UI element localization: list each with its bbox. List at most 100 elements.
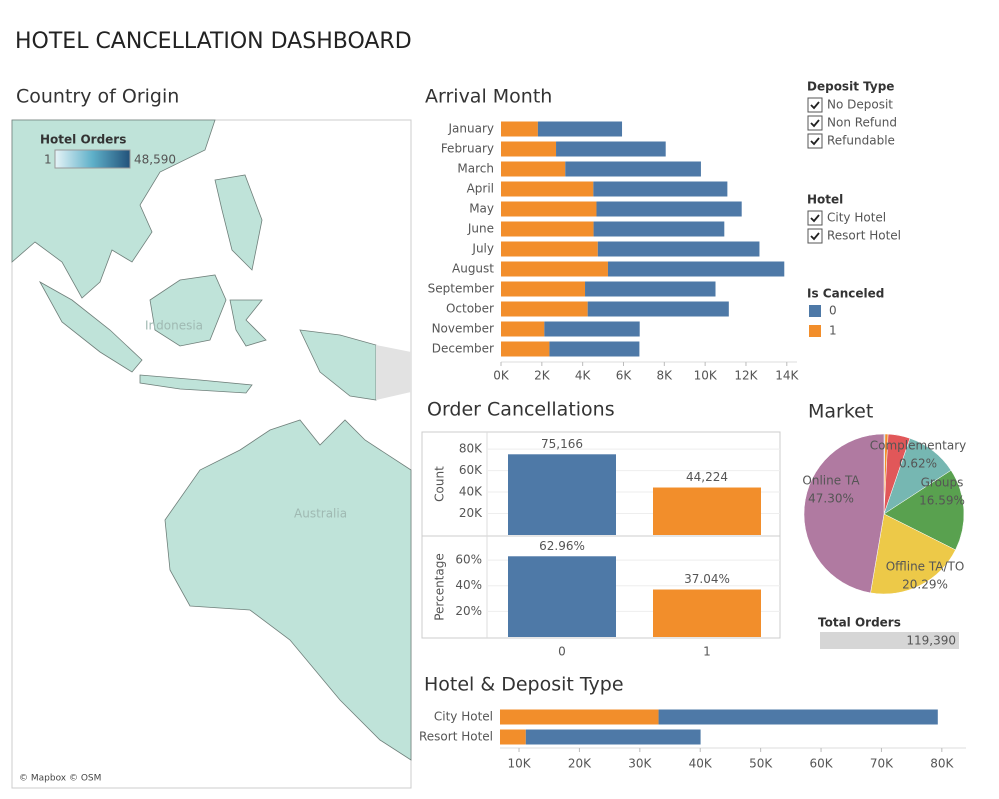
x-tick-label: 60K	[809, 757, 833, 771]
bars	[500, 709, 938, 745]
pie-value-label: 47.30%	[808, 492, 854, 506]
bar	[593, 181, 728, 197]
checkbox	[807, 115, 823, 131]
pie-label: Offline TA/TO	[886, 560, 965, 574]
bar	[593, 221, 725, 237]
bar	[653, 487, 761, 535]
total-orders-label: Total Orders	[818, 616, 901, 630]
x-tick-label: 12K	[734, 369, 758, 383]
y-tick-label: 40K	[459, 485, 483, 499]
filter-option-label: Refundable	[827, 134, 895, 148]
chart-title: Hotel & Deposit Type	[424, 674, 624, 696]
pie-slice	[870, 513, 956, 595]
bar	[508, 556, 616, 637]
y-tick-label: April	[467, 182, 494, 196]
filter-title: Deposit Type	[807, 80, 894, 94]
x-tick-label: 14K	[775, 369, 799, 383]
land-no-data	[376, 345, 411, 400]
y-tick-label: August	[452, 262, 494, 276]
map-legend-min: 1	[44, 153, 52, 167]
map-label: Indonesia	[145, 319, 203, 333]
filter-option[interactable]: Non Refund	[807, 115, 897, 131]
bar	[537, 121, 623, 137]
pie-label: Groups	[921, 476, 964, 490]
x-tick-label: 0K	[493, 369, 510, 383]
y-tick-label: July	[471, 242, 494, 256]
bars	[501, 121, 785, 357]
bar	[501, 181, 594, 197]
filter-option[interactable]: Resort Hotel	[807, 228, 901, 244]
filter-option[interactable]: City Hotel	[807, 210, 886, 226]
map[interactable]: Hotel Orders 1 48,590 Indonesia Australi…	[11, 119, 412, 789]
filter-option-label: Resort Hotel	[827, 229, 901, 243]
y-tick-label: 40%	[455, 578, 482, 592]
x-tick-label: 40K	[689, 757, 713, 771]
bar	[596, 201, 742, 217]
x-tick-label: 1	[703, 645, 711, 659]
bar	[501, 321, 545, 337]
y-tick-label: October	[446, 302, 494, 316]
land	[38, 280, 143, 373]
check-mark	[810, 137, 820, 146]
x-tick-label: 10K	[694, 369, 718, 383]
bar	[587, 301, 729, 317]
bar	[549, 341, 640, 357]
y-tick-label: 60K	[459, 463, 483, 477]
x-tick-label: 8K	[657, 369, 674, 383]
land	[139, 374, 253, 394]
checkbox	[807, 133, 823, 149]
filter-option[interactable]: No Deposit	[807, 97, 893, 113]
bar	[607, 261, 785, 277]
bar	[501, 281, 586, 297]
land	[214, 174, 263, 271]
value-label: 44,224	[686, 470, 728, 484]
bar	[658, 709, 938, 725]
check-mark	[810, 119, 820, 128]
y-tick-label: Resort Hotel	[419, 730, 493, 744]
checkbox	[807, 228, 823, 244]
legend-label: 0	[829, 304, 837, 318]
total-orders-value: 119,390	[906, 634, 956, 648]
pie-slice	[883, 469, 965, 551]
value-label: 37.04%	[684, 572, 730, 586]
x-tick-label: 80K	[930, 757, 954, 771]
map-legend-max: 48,590	[134, 153, 176, 167]
y-tick-label: February	[441, 142, 494, 156]
bar	[501, 141, 557, 157]
filter-option-label: City Hotel	[827, 211, 886, 225]
bar	[500, 729, 526, 745]
bar	[501, 301, 588, 317]
map-attribution: © Mapbox © OSM	[19, 774, 101, 784]
y-tick-label: June	[467, 222, 494, 236]
y-tick-label: 20%	[455, 604, 482, 618]
y-tick-label: May	[469, 202, 494, 216]
chart-title: Market	[808, 401, 873, 423]
bar	[501, 221, 594, 237]
value-label: 75,166	[541, 437, 583, 451]
y-tick-label: 60%	[455, 553, 482, 567]
value-label: 62.96%	[539, 539, 585, 553]
legend-swatch	[809, 305, 821, 317]
bar	[501, 261, 608, 277]
x-tick-label: 6K	[616, 369, 633, 383]
filter-option-label: No Deposit	[827, 98, 893, 112]
bar	[556, 141, 666, 157]
total-orders-bar	[820, 632, 959, 649]
map-title: Country of Origin	[16, 86, 179, 108]
y-tick-label: 80K	[459, 442, 483, 456]
bar	[585, 281, 716, 297]
y-tick-label: December	[432, 342, 494, 356]
filter-option[interactable]: Refundable	[807, 133, 895, 149]
bar	[500, 709, 659, 725]
bar	[501, 121, 538, 137]
y-axis-label: Percentage	[433, 553, 447, 621]
bar	[653, 589, 761, 637]
checkbox	[807, 97, 823, 113]
bar	[544, 321, 640, 337]
map-legend-title: Hotel Orders	[40, 133, 126, 147]
bar	[597, 241, 760, 257]
bar	[501, 341, 550, 357]
x-tick-label: 50K	[749, 757, 773, 771]
x-tick-label: 4K	[575, 369, 592, 383]
chart-title: Arrival Month	[425, 86, 552, 108]
